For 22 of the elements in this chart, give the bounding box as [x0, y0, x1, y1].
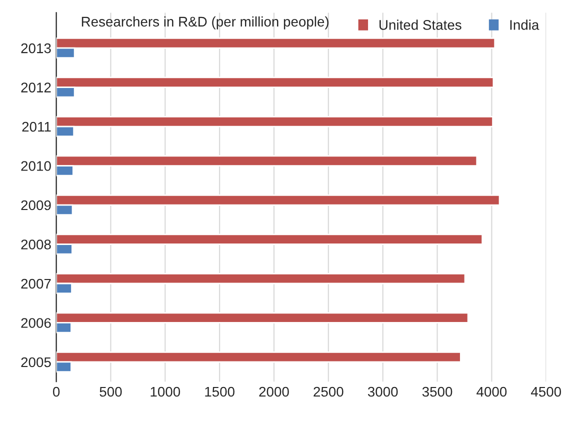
y-tick-label: 2013: [21, 43, 51, 54]
y-tick-label: 2009: [21, 200, 51, 210]
legend-label: India: [510, 20, 540, 30]
y-tick-label: 2007: [21, 278, 51, 289]
y-tick-label: 2005: [21, 357, 51, 368]
x-tick-label: 0: [52, 386, 60, 397]
chart-title: Researchers in R&D (per million people): [82, 16, 328, 30]
y-tick-label: 2008: [21, 240, 51, 250]
x-tick-label: 2500: [314, 386, 344, 397]
x-tick-label: 1000: [150, 386, 180, 397]
y-tick-label: 2006: [21, 318, 51, 328]
x-tick-label: 500: [100, 386, 122, 397]
x-tick-label: 1500: [205, 386, 234, 397]
y-tick-label: 2011: [22, 122, 51, 132]
legend-label: United States: [380, 20, 462, 30]
x-tick-label: 3000: [368, 386, 398, 397]
x-tick-label: 3500: [422, 386, 452, 397]
x-tick-label: 4000: [476, 386, 507, 397]
x-tick-label: 4500: [530, 386, 562, 397]
x-tick-label: 2000: [259, 386, 289, 397]
y-tick-label: 2010: [21, 161, 51, 171]
y-tick-label: 2012: [21, 82, 51, 92]
